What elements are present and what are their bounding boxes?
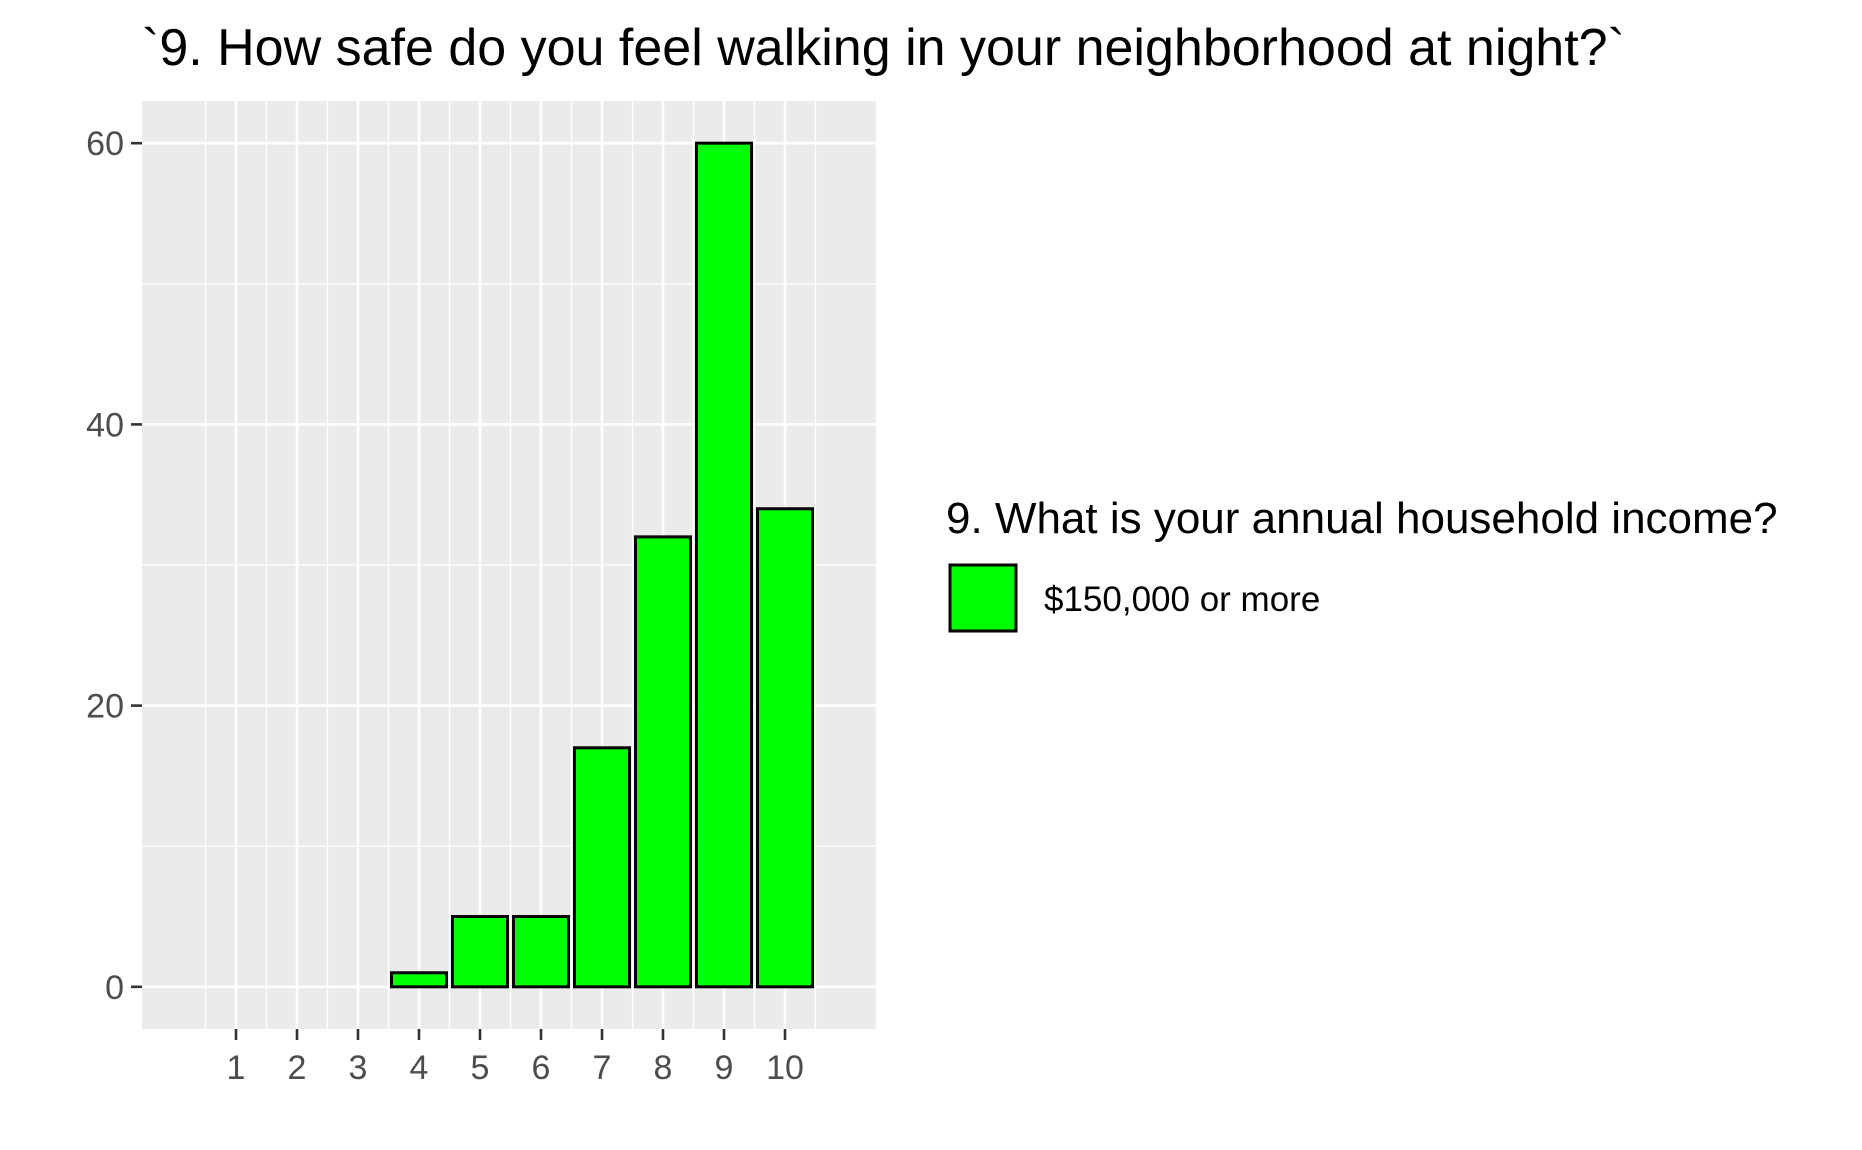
x-tick-label: 9 bbox=[715, 1049, 734, 1087]
legend: 9. What is your annual household income?… bbox=[946, 494, 1778, 633]
y-tick-label: 60 bbox=[86, 125, 124, 163]
bar-4 bbox=[390, 971, 448, 989]
bar-10 bbox=[756, 507, 814, 989]
bar-8 bbox=[634, 535, 692, 989]
legend-label: $150,000 or more bbox=[1044, 580, 1320, 619]
y-axis: 0 20 40 60 bbox=[86, 125, 142, 1007]
x-tick-label: 5 bbox=[471, 1049, 490, 1087]
x-tick-label: 10 bbox=[766, 1049, 804, 1087]
x-tick-label: 6 bbox=[532, 1049, 551, 1087]
y-tick-label: 0 bbox=[105, 969, 124, 1007]
x-tick-label: 1 bbox=[227, 1049, 246, 1087]
chart-title: `9. How safe do you feel walking in your… bbox=[142, 19, 1625, 77]
bar-5 bbox=[451, 915, 509, 989]
x-tick-label: 7 bbox=[593, 1049, 612, 1087]
bar-9 bbox=[695, 141, 753, 989]
legend-title: 9. What is your annual household income? bbox=[946, 494, 1778, 543]
y-tick-label: 40 bbox=[86, 406, 124, 444]
x-tick-label: 4 bbox=[410, 1049, 429, 1087]
bar-6 bbox=[512, 915, 570, 989]
bars bbox=[390, 141, 814, 989]
x-tick-label: 8 bbox=[654, 1049, 673, 1087]
grid-minor bbox=[142, 101, 878, 1029]
x-tick-label: 2 bbox=[288, 1049, 307, 1087]
bar-7 bbox=[573, 746, 631, 989]
y-tick-label: 20 bbox=[86, 688, 124, 726]
legend-key bbox=[948, 563, 1018, 633]
x-axis: 1 2 3 4 5 6 7 8 9 10 bbox=[227, 1029, 804, 1087]
x-tick-label: 3 bbox=[349, 1049, 368, 1087]
